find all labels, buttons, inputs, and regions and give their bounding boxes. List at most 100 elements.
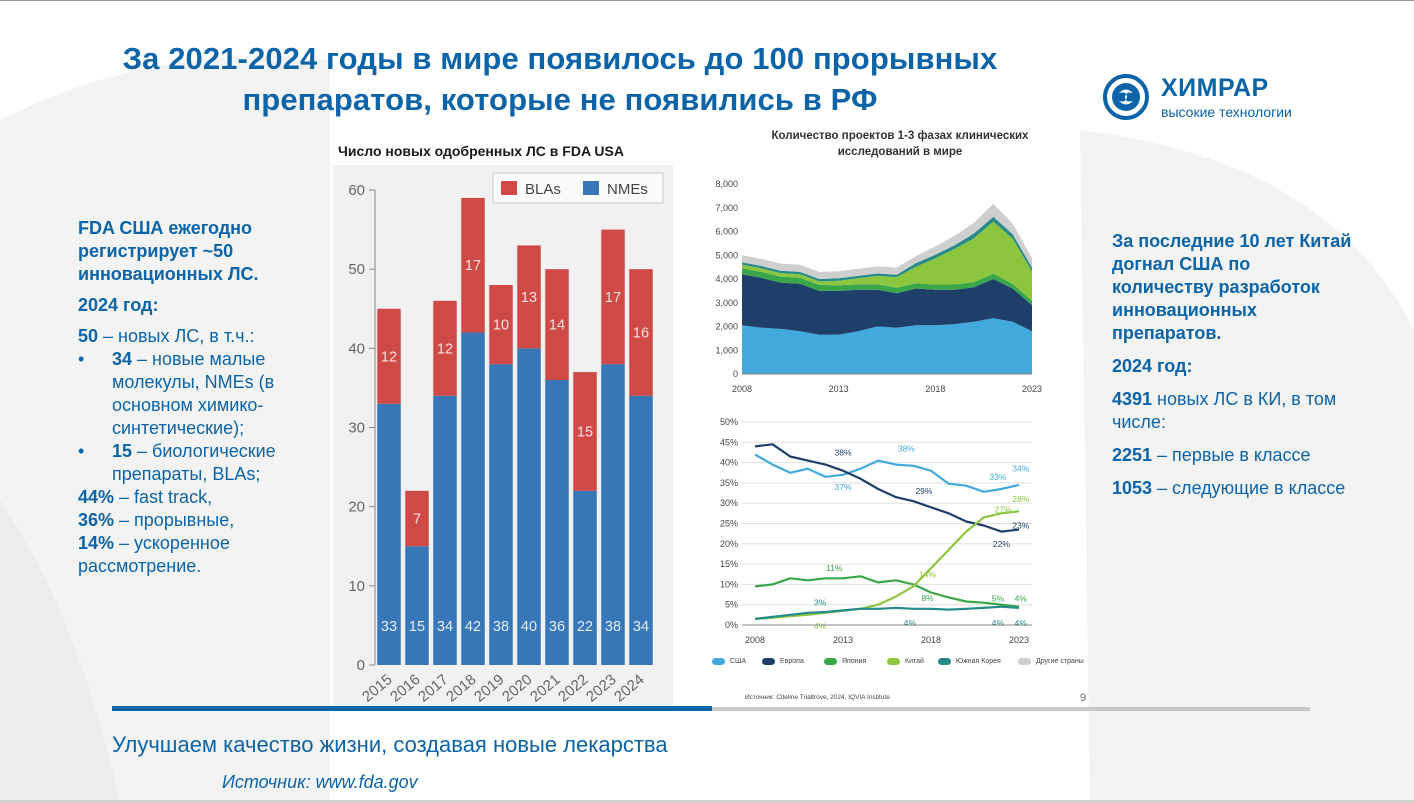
nme-bar	[489, 364, 513, 665]
nme-bar	[545, 380, 569, 665]
y-tick-label: 0	[357, 657, 365, 674]
left-stat-2: 36% – прорывные,	[78, 509, 328, 532]
share-line-chart: 0% 5% 10% 15% 20% 25% 30% 35% 40% 45% 50% 38% 37% 38%…	[720, 417, 1032, 645]
bla-bar	[545, 269, 569, 380]
nme-value-label: 22	[577, 619, 593, 635]
legend-swatch-bla	[501, 181, 517, 195]
legend-swatch	[762, 658, 775, 665]
bla-bar	[377, 308, 401, 404]
left-bullet-2: • 15 – биологические препараты, BLAs;	[78, 440, 328, 486]
bla-bar	[629, 269, 653, 396]
y-tick-label: 2,000	[715, 322, 738, 332]
bla-bar	[405, 490, 429, 547]
right-line-3-text: – следующие в классе	[1152, 478, 1346, 498]
chart-source-note: Источник: Citeline Trialtrove, 2024, IQV…	[745, 694, 890, 701]
left-total-num: 50	[78, 326, 99, 346]
bla-value-label: 15	[577, 424, 593, 440]
y-tick-label: 35%	[720, 478, 738, 488]
annotation-label: 38%	[834, 447, 851, 457]
area-Европа	[742, 274, 1032, 335]
legend-swatch-nme	[583, 181, 599, 195]
y-tick-label: 40	[348, 340, 365, 357]
annotation-label: 33%	[989, 472, 1006, 482]
y-tick-label: 40%	[720, 458, 738, 468]
y-tick-label: 0%	[725, 620, 738, 630]
stat-3-text: – ускоренное рассмотрение.	[78, 533, 230, 576]
left-bullet-1: • 34 – новые малые молекулы, NMEs (в осн…	[78, 348, 328, 440]
logo-tagline: высокие технологии	[1161, 104, 1292, 120]
stat-3-num: 14%	[78, 533, 115, 553]
y-tick-label: 7,000	[715, 203, 738, 213]
nme-value-label: 36	[549, 619, 565, 635]
legend-label-bla: BLAs	[525, 181, 561, 198]
annotation-label: 4%	[1015, 618, 1028, 628]
right-year: 2024 год:	[1112, 356, 1193, 376]
y-tick-label: 5%	[725, 600, 738, 610]
nme-value-label: 40	[521, 619, 537, 635]
x-tick-label: 2008	[732, 384, 752, 394]
x-tick-label: 2024	[611, 671, 647, 705]
x-tick-label: 2023	[1009, 635, 1029, 645]
nme-bar	[573, 490, 597, 665]
y-tick-label: 30%	[720, 498, 738, 508]
annotation-label: 27%	[995, 504, 1012, 514]
country-legend: США Европа Япония Китай Южная Корея Другие ст…	[712, 658, 1102, 672]
share-line-chart-panel: 0% 5% 10% 15% 20% 25% 30% 35% 40% 45% 50% 38% 37% 38%…	[700, 412, 1060, 652]
nme-value-label: 33	[381, 619, 397, 635]
legend-swatch	[1018, 658, 1031, 665]
page-number: 9	[1080, 692, 1087, 704]
bla-value-label: 7	[413, 512, 421, 528]
annotation-label: 34%	[1012, 464, 1029, 474]
y-tick-label: 30	[348, 420, 365, 437]
title-line-1: За 2021-2024 годы в мире появилось до 10…	[122, 41, 998, 76]
bla-value-label: 16	[633, 326, 649, 342]
footer-divider-gray	[712, 707, 1310, 711]
y-tick-label: 20%	[720, 539, 738, 549]
left-intro: FDA США ежегодно регистрирует ~50 иннова…	[78, 218, 259, 284]
left-text-block: FDA США ежегодно регистрирует ~50 иннова…	[78, 217, 328, 578]
legend-item: Китай	[887, 658, 924, 665]
bullet-2-text: – биологические препараты, BLAs;	[112, 441, 276, 484]
x-tick-label: 2019	[471, 671, 507, 705]
bar-chart-title: Число новых одобренных ЛС в FDA USA	[338, 143, 624, 159]
legend-swatch	[712, 658, 725, 665]
legend-item: США	[712, 658, 746, 665]
y-tick-label: 50	[348, 261, 365, 278]
area-chart: 0 1,000 2,000 3,000 4,000 5,000 6,000 7,000 8,00…	[715, 179, 1042, 394]
right-intro: За последние 10 лет Китай догнал США по …	[1112, 231, 1352, 343]
annotation-label: 4%	[904, 618, 917, 628]
bar-chart: 0 10 20 30 40 50 60 33 12 2015 15 7 2016 34 12 2017 42 17…	[348, 172, 664, 706]
area-США	[742, 318, 1032, 374]
right-line-3: 1053 – следующие в классе	[1112, 477, 1352, 500]
y-tick-label: 45%	[720, 437, 738, 447]
nme-value-label: 34	[437, 619, 453, 635]
right-line-1-text: новых ЛС в КИ, в том числе:	[1112, 389, 1337, 432]
y-tick-label: 15%	[720, 559, 738, 569]
y-tick-label: 0	[733, 369, 738, 379]
line-Китай	[754, 510, 1020, 620]
bla-value-label: 14	[549, 318, 565, 334]
annotation-label: 23%	[1012, 521, 1029, 531]
right-line-3-num: 1053	[1112, 478, 1153, 498]
left-year: 2024 год:	[78, 295, 159, 315]
bullet-dot: •	[78, 349, 85, 369]
bottom-border	[0, 800, 1414, 803]
left-total-text: – новых ЛС, в т.ч.:	[98, 326, 255, 346]
nme-value-label: 34	[633, 619, 649, 635]
nme-bar	[601, 364, 625, 665]
logo-name: ХИМРАР	[1161, 74, 1269, 102]
nme-bar	[461, 332, 485, 665]
legend-label: Китай	[905, 658, 924, 665]
title-line-2: препаратов, которые не появились в РФ	[242, 82, 878, 117]
right-line-2-text: – первые в классе	[1152, 445, 1311, 465]
line-Южная-Корея	[754, 605, 1020, 620]
annotation-label: 3%	[814, 597, 827, 607]
bla-value-label: 13	[521, 290, 537, 306]
y-tick-label: 8,000	[715, 179, 738, 189]
bla-value-label: 12	[437, 341, 453, 357]
legend-swatch	[938, 658, 951, 665]
line-Европа	[754, 443, 1020, 533]
stat-2-num: 36%	[78, 510, 115, 530]
y-tick-label: 10%	[720, 579, 738, 589]
footer-slogan: Улучшаем качество жизни, создавая новые …	[112, 732, 668, 757]
